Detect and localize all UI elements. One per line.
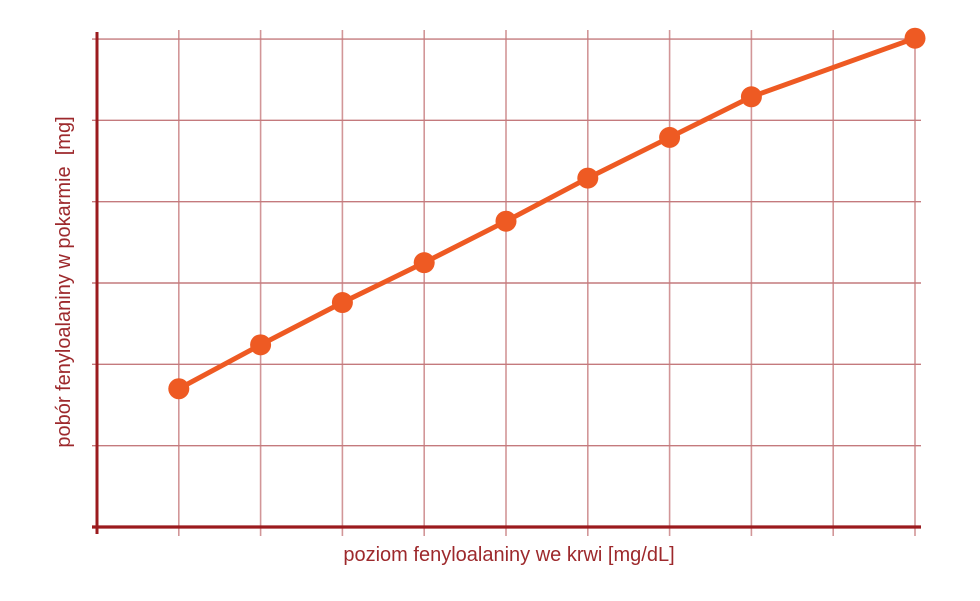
data-point xyxy=(413,252,435,274)
data-point xyxy=(904,27,926,49)
data-point xyxy=(577,167,599,189)
x-axis-label: poziom fenyloalaniny we krwi [mg/dL] xyxy=(343,544,675,566)
data-point xyxy=(740,86,762,108)
data-point xyxy=(331,292,353,314)
data-point xyxy=(495,210,517,232)
data-point xyxy=(659,126,681,148)
data-point xyxy=(250,334,272,356)
y-axis-label: pobór fenyloalaniny w pokarmie [mg] xyxy=(53,116,75,448)
data-line xyxy=(176,35,918,392)
data-point xyxy=(168,378,190,400)
